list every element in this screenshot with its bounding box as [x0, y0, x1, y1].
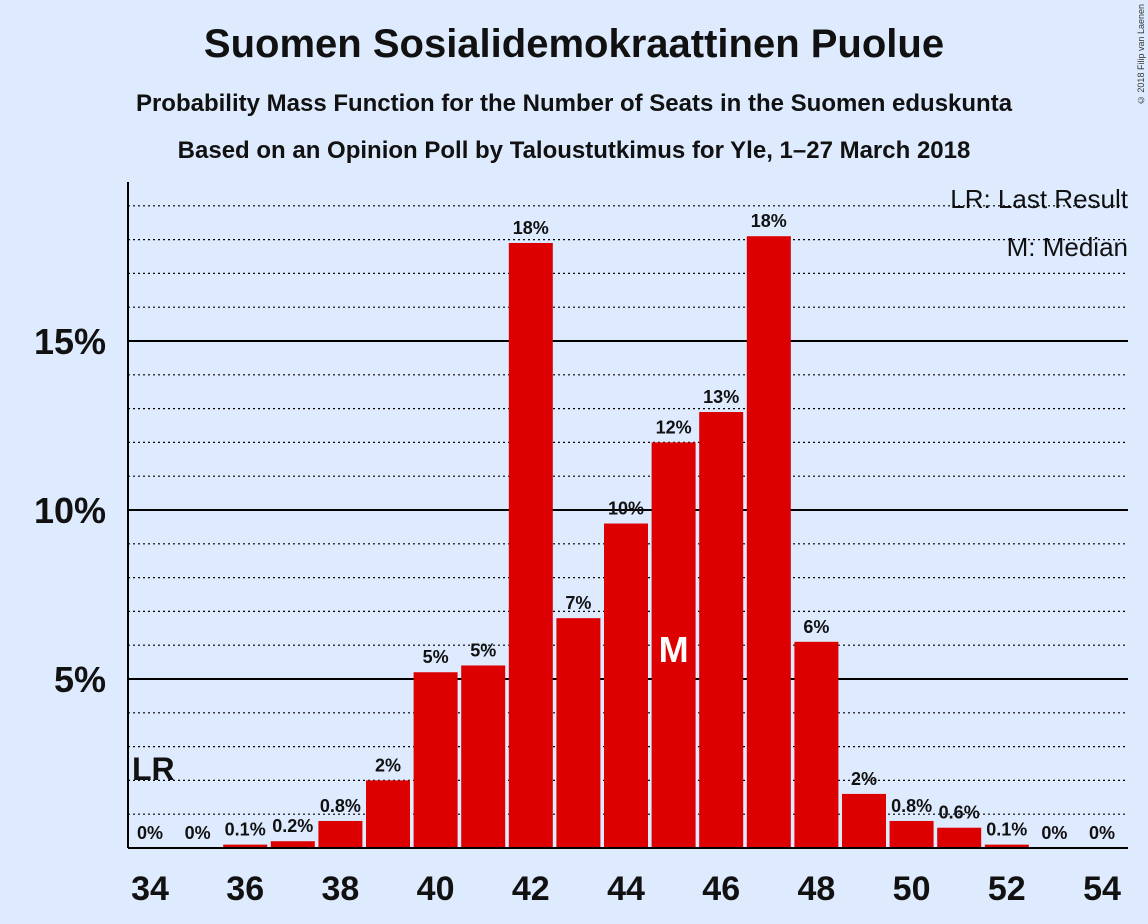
bar-seat-42	[508, 242, 553, 849]
data-label: 0.8%	[891, 796, 932, 816]
x-tick-label: 46	[702, 870, 740, 908]
bar-seat-44	[604, 523, 648, 848]
data-label: 0.6%	[939, 803, 980, 823]
data-label: 7%	[565, 593, 591, 613]
x-tick-label: 42	[512, 870, 550, 908]
bar-seat-41	[461, 665, 506, 848]
chart-source-subtitle: Based on an Opinion Poll by Taloustutkim…	[177, 137, 971, 164]
y-tick-label: 10%	[34, 490, 106, 531]
bar-seat-48	[794, 641, 839, 848]
x-tick-label: 54	[1083, 870, 1121, 908]
bar-seat-37	[270, 841, 315, 848]
x-tick-label: 34	[131, 870, 169, 908]
legend-last-result: LR: Last Result	[950, 184, 1128, 214]
chart-subtitle: Probability Mass Function for the Number…	[135, 90, 1013, 117]
y-tick-label: 5%	[54, 659, 106, 700]
data-label: 5%	[470, 640, 496, 660]
bar-seat-39	[366, 780, 410, 848]
data-label: 0%	[185, 823, 211, 843]
data-label: 0.1%	[225, 820, 266, 840]
chart-title: Suomen Sosialidemokraattinen Puolue	[203, 22, 945, 66]
data-label: 0%	[1089, 823, 1115, 843]
x-tick-label: 48	[797, 870, 835, 908]
data-label: 12%	[656, 417, 692, 437]
y-tick-label: 15%	[34, 321, 106, 362]
x-tick-label: 40	[417, 870, 455, 908]
x-tick-label: 50	[893, 870, 931, 908]
bar-seat-47	[746, 236, 791, 849]
bar-seat-52	[984, 844, 1029, 848]
bar-seat-40	[413, 672, 458, 848]
data-label: 0.1%	[986, 820, 1027, 840]
legend-median: M: Median	[1006, 232, 1128, 262]
bar-seat-46	[699, 411, 744, 848]
data-label: 0%	[137, 823, 163, 843]
bar-seat-43	[556, 618, 601, 848]
data-label: 10%	[608, 499, 644, 519]
data-label: 2%	[375, 755, 401, 775]
data-label: 18%	[751, 211, 787, 231]
data-label: 13%	[703, 387, 739, 407]
bar-seat-45	[651, 442, 696, 848]
data-label: 2%	[851, 769, 877, 789]
bar-seat-51	[937, 827, 982, 848]
bar-seat-38	[318, 820, 363, 848]
data-label: 5%	[423, 647, 449, 667]
x-tick-label: 52	[988, 870, 1026, 908]
data-label: 0%	[1041, 823, 1067, 843]
x-tick-label: 44	[607, 870, 645, 908]
data-label: 18%	[513, 218, 549, 238]
median-marker: M	[659, 629, 689, 670]
bar-seat-49	[842, 793, 886, 848]
x-tick-label: 36	[226, 870, 264, 908]
data-label: 0.2%	[272, 816, 313, 836]
x-tick-label: 38	[321, 870, 359, 908]
bar-seat-36	[223, 844, 268, 848]
last-result-marker: LR	[132, 751, 175, 787]
data-label: 0.8%	[320, 796, 361, 816]
bar-seat-50	[889, 820, 934, 848]
data-label: 6%	[803, 617, 829, 637]
